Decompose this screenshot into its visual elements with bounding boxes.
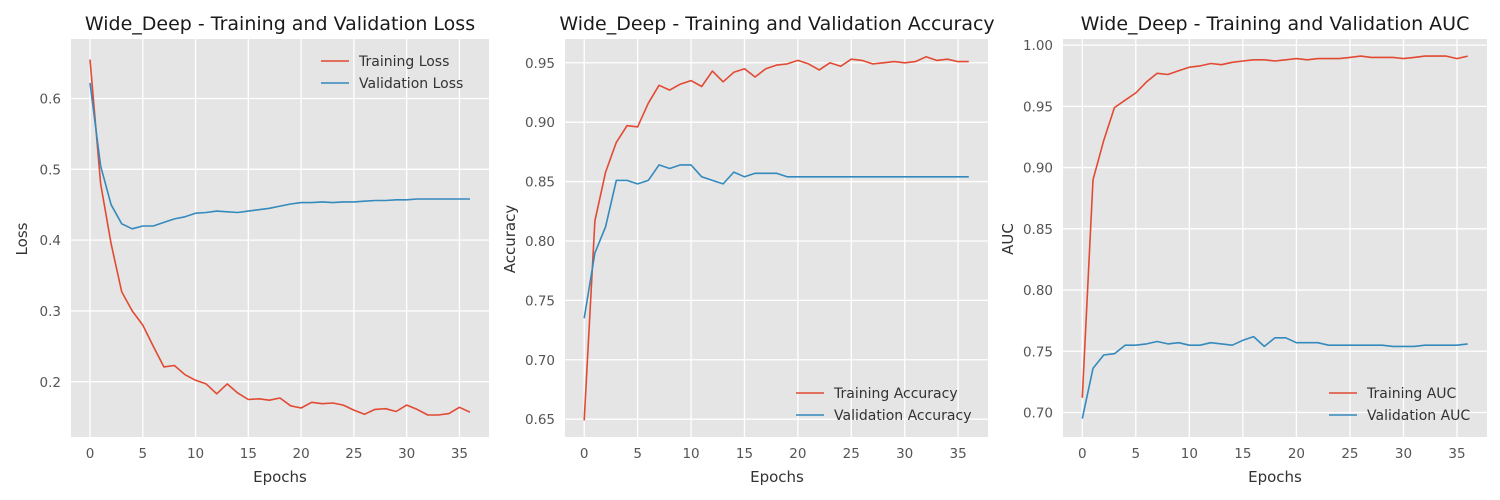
auc-chart: Wide_Deep - Training and Validation AUC … — [999, 13, 1487, 486]
x-tick-label: 15 — [736, 446, 753, 462]
x-tick-label: 0 — [1078, 446, 1087, 462]
x-tick-label: 30 — [896, 446, 913, 462]
x-tick-label: 35 — [451, 446, 468, 462]
plot-background — [1063, 39, 1487, 437]
chart-title: Wide_Deep - Training and Validation AUC — [1081, 13, 1470, 35]
legend: Training Loss Validation Loss — [321, 54, 463, 92]
x-tick-label: 10 — [682, 446, 699, 462]
series-line-training-accuracy — [583, 55, 969, 421]
y-tick-label: 0.4 — [40, 233, 61, 249]
x-tick-label: 5 — [633, 446, 642, 462]
x-tick-label: 5 — [1132, 446, 1141, 462]
y-tick-label: 0.90 — [525, 115, 555, 131]
legend-label: Validation Accuracy — [834, 408, 972, 424]
legend-label: Training AUC — [1366, 386, 1457, 402]
x-tick-label: 30 — [1395, 446, 1412, 462]
plot-background — [71, 39, 489, 437]
x-tick-label: 15 — [1234, 446, 1251, 462]
y-tick-label: 0.2 — [40, 375, 61, 391]
y-tick-label: 0.6 — [40, 91, 61, 107]
series-line-validation-accuracy — [583, 164, 969, 319]
x-tick-label: 25 — [1341, 446, 1358, 462]
y-tick-label: 0.85 — [1023, 222, 1053, 238]
x-tick-label: 10 — [187, 446, 204, 462]
plot-area — [71, 39, 489, 437]
x-tick-label: 25 — [345, 446, 362, 462]
x-tick-label: 25 — [843, 446, 860, 462]
y-tick-label: 0.70 — [1023, 406, 1053, 422]
x-tick-label: 20 — [1288, 446, 1305, 462]
legend: Training AUC Validation AUC — [1329, 386, 1470, 424]
plot-area — [565, 39, 988, 437]
x-tick-label: 35 — [1448, 446, 1465, 462]
series-line-training-loss — [89, 59, 471, 416]
x-tick-label: 10 — [1181, 446, 1198, 462]
x-tick-label: 5 — [138, 446, 147, 462]
legend-label: Validation Loss — [359, 76, 463, 92]
x-tick-label: 0 — [86, 446, 95, 462]
x-axis-label: Epochs — [253, 468, 307, 486]
series-line-validation-loss — [89, 82, 470, 230]
x-tick-label: 35 — [949, 446, 966, 462]
y-tick-label: 1.00 — [1023, 38, 1053, 54]
x-axis-label: Epochs — [1248, 468, 1302, 486]
x-tick-label: 20 — [293, 446, 310, 462]
y-tick-label: 0.90 — [1023, 161, 1053, 177]
y-axis-label: AUC — [999, 223, 1017, 255]
y-tick-label: 0.85 — [525, 175, 555, 191]
chart-title: Wide_Deep - Training and Validation Accu… — [559, 13, 994, 35]
legend-label: Training Accuracy — [833, 386, 958, 402]
x-axis-label: Epochs — [750, 468, 804, 486]
x-tick-label: 0 — [580, 446, 589, 462]
y-tick-label: 0.65 — [525, 412, 555, 428]
y-tick-label: 0.75 — [1023, 344, 1053, 360]
loss-chart: Wide_Deep - Training and Validation Loss… — [13, 13, 489, 486]
x-tick-label: 15 — [240, 446, 257, 462]
y-tick-label: 0.75 — [525, 293, 555, 309]
x-tick-label: 20 — [789, 446, 806, 462]
x-tick-label: 30 — [398, 446, 415, 462]
y-tick-label: 0.5 — [40, 162, 61, 178]
accuracy-chart: Wide_Deep - Training and Validation Accu… — [501, 13, 995, 486]
plot-background — [565, 39, 988, 437]
y-axis-label: Loss — [13, 222, 31, 255]
y-tick-label: 0.80 — [525, 234, 555, 250]
plot-area — [1063, 39, 1487, 437]
y-tick-label: 0.95 — [525, 56, 555, 72]
y-tick-label: 0.95 — [1023, 99, 1053, 115]
chart-title: Wide_Deep - Training and Validation Loss — [85, 13, 475, 35]
y-tick-label: 0.80 — [1023, 283, 1053, 299]
series-line-training-auc — [1081, 55, 1468, 398]
y-tick-label: 0.3 — [40, 304, 61, 320]
series-line-validation-auc — [1081, 335, 1468, 419]
y-tick-label: 0.70 — [525, 353, 555, 369]
legend: Training Accuracy Validation Accuracy — [796, 386, 972, 424]
legend-label: Training Loss — [358, 54, 449, 70]
legend-label: Validation AUC — [1367, 408, 1470, 424]
y-axis-label: Accuracy — [501, 205, 519, 274]
